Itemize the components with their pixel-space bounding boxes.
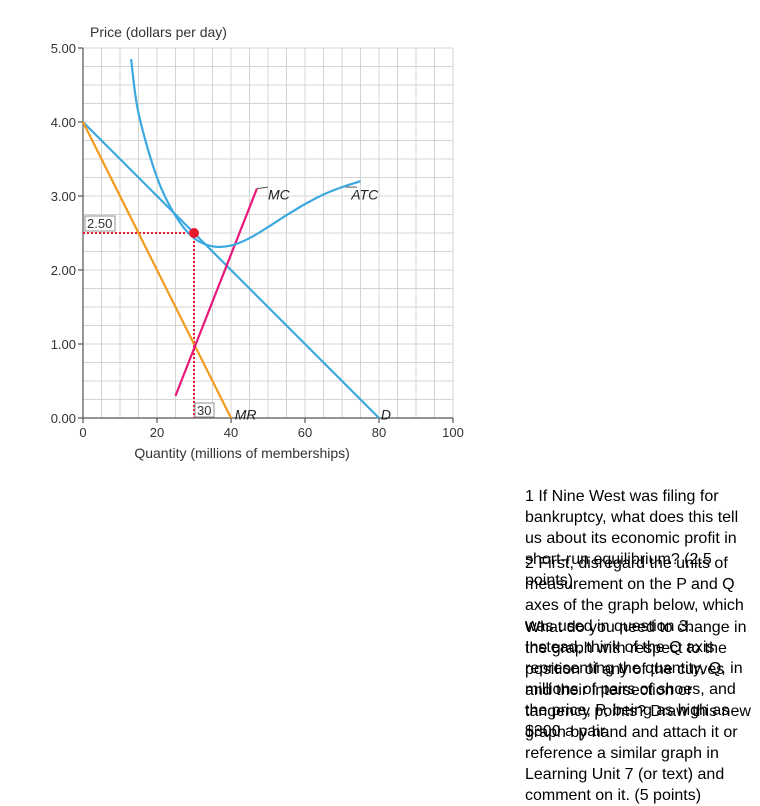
- y-tick-label: 4.00: [51, 115, 76, 130]
- annotation-price-value: 2.50: [87, 216, 112, 231]
- question-2-instructions: What do you need to change in the graph …: [525, 619, 751, 804]
- series-mc-line: [174, 188, 258, 397]
- guide-lines: [83, 232, 195, 418]
- x-tick-label: 100: [442, 425, 464, 440]
- series-atc-line: [130, 58, 361, 249]
- chart-grid: [82, 47, 454, 419]
- annotation-quantity-value: 30: [197, 403, 211, 418]
- series-d-line: [82, 121, 380, 419]
- series-label-leader: [256, 186, 269, 190]
- series-label-d: D: [381, 406, 391, 422]
- y-tick-label: 0.00: [51, 411, 76, 426]
- y-tick-label: 3.00: [51, 189, 76, 204]
- equilibrium-point: [189, 228, 199, 238]
- x-tick-label: 80: [372, 425, 386, 440]
- chart-labels: Price (dollars per day) Quantity (million…: [84, 24, 391, 461]
- x-tick-label: 40: [224, 425, 238, 440]
- series-mr-line: [82, 121, 232, 419]
- annotation-price-box: [84, 215, 116, 232]
- series-label-mr: MR: [235, 406, 257, 422]
- series-label-atc: ATC: [350, 187, 379, 203]
- y-tick-label: 2.00: [51, 263, 76, 278]
- x-axis-title: Quantity (millions of memberships): [134, 445, 350, 461]
- x-tick-label: 60: [298, 425, 312, 440]
- chart-axes: 0.00 1.00 2.00 3.00 4.00 5.00 0 20 40 60 80 100: [51, 41, 464, 440]
- series-label-mc: MC: [268, 187, 291, 203]
- x-tick-label: 20: [150, 425, 164, 440]
- economics-chart: 0.00 1.00 2.00 3.00 4.00 5.00 0 20 40 60 80 100 Pri…: [51, 24, 464, 461]
- x-tick-label: 0: [79, 425, 86, 440]
- y-tick-label: 1.00: [51, 337, 76, 352]
- question-1-text: 1 If Nine West was filing for bankruptcy…: [525, 488, 739, 589]
- y-axis-title: Price (dollars per day): [90, 24, 227, 40]
- annotation-quantity-box: [194, 402, 215, 418]
- chart-series: [82, 58, 380, 419]
- y-tick-label: 5.00: [51, 41, 76, 56]
